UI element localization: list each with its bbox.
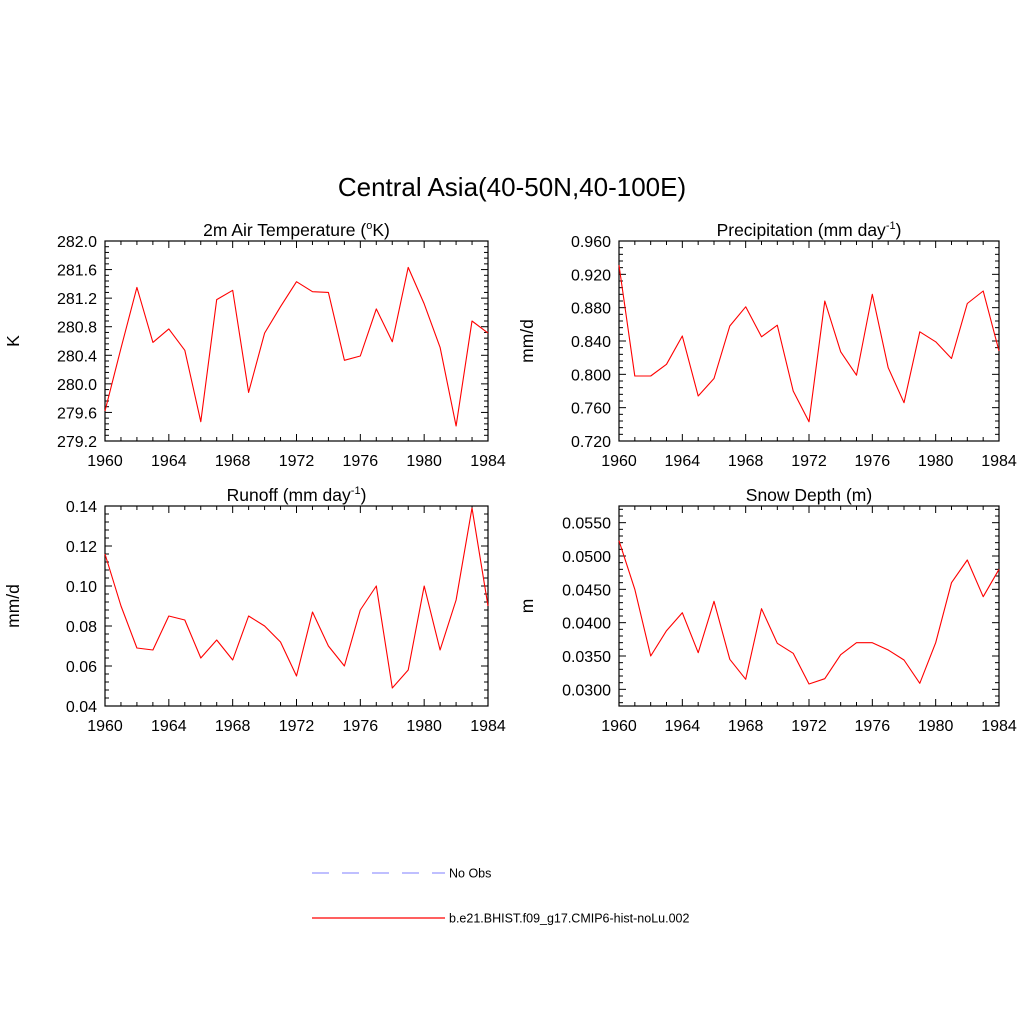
x-tick-label: 1976 — [855, 718, 891, 735]
x-tick-label: 1968 — [728, 453, 764, 470]
series-line — [618, 540, 1000, 685]
y-tick-label: 0.14 — [66, 499, 97, 516]
series-line — [104, 507, 489, 689]
x-tick-label: 1980 — [406, 453, 442, 470]
plot-frame — [618, 505, 1000, 707]
y-tick-label: 0.0500 — [562, 549, 611, 566]
figure-title: Central Asia(40-50N,40-100E) — [338, 172, 686, 202]
y-tick-label: 0.960 — [571, 234, 611, 251]
y-axis-label: K — [3, 335, 23, 347]
x-tick-label: 1972 — [791, 718, 827, 735]
x-tick-label: 1984 — [981, 453, 1017, 470]
plot-frame — [104, 240, 489, 442]
x-tick-label: 1964 — [151, 453, 187, 470]
panel-runoff: Runoff (mm day-1) mm/d 1960 1964 1968 1972 197… — [3, 485, 506, 735]
x-tick-label: 1984 — [470, 718, 506, 735]
y-tick-label: 281.2 — [57, 291, 97, 308]
x-tick-label: 1960 — [87, 453, 123, 470]
x-tick-label: 1972 — [279, 718, 315, 735]
y-tick-label: 0.08 — [66, 619, 97, 636]
y-tick-label: 281.6 — [57, 263, 97, 280]
legend: No Obs b.e21.BHIST.f09_g17.CMIP6-hist-no… — [312, 867, 689, 926]
y-tick-label: 280.8 — [57, 320, 97, 337]
y-tick-label: 0.10 — [66, 579, 97, 596]
y-tick-label: 280.4 — [57, 348, 97, 365]
y-tick-label: 0.800 — [571, 367, 611, 384]
y-tick-label: 0.0400 — [562, 616, 611, 633]
x-tick-label: 1960 — [601, 718, 637, 735]
y-tick-label: 280.0 — [57, 377, 97, 394]
panel-temperature: 2m Air Temperature (oK) K 1960 1964 1968 1972… — [3, 220, 506, 470]
y-tick-label: 0.04 — [66, 699, 97, 716]
x-tick-label: 1976 — [343, 453, 379, 470]
y-tick-label: 279.6 — [57, 405, 97, 422]
x-tick-label: 1980 — [406, 718, 442, 735]
y-tick-label: 0.0350 — [562, 649, 611, 666]
y-tick-label: 0.920 — [571, 267, 611, 284]
x-tick-label: 1960 — [601, 453, 637, 470]
x-tick-label: 1968 — [728, 718, 764, 735]
y-axis-label: mm/d — [3, 584, 23, 628]
y-tick-label: 0.840 — [571, 334, 611, 351]
y-tick-label: 0.0300 — [562, 682, 611, 699]
panel-title: Snow Depth (m) — [746, 485, 872, 505]
x-tick-label: 1976 — [343, 718, 379, 735]
x-tick-label: 1984 — [981, 718, 1017, 735]
series-line — [104, 266, 489, 427]
y-tick-label: 0.0450 — [562, 582, 611, 599]
series-line — [618, 265, 1000, 423]
x-tick-label: 1964 — [151, 718, 187, 735]
y-tick-label: 0.880 — [571, 301, 611, 318]
x-tick-label: 1972 — [791, 453, 827, 470]
x-tick-label: 1980 — [918, 453, 954, 470]
panel-title: Runoff (mm day-1) — [227, 485, 367, 505]
y-tick-label: 0.760 — [571, 401, 611, 418]
panel-title: Precipitation (mm day-1) — [717, 220, 902, 240]
plot-frame — [618, 240, 1000, 442]
panel-snow-depth: Snow Depth (m) m 1960 1964 1968 1972 1976 1980 1… — [517, 485, 1017, 735]
x-tick-label: 1972 — [279, 453, 315, 470]
x-tick-label: 1984 — [470, 453, 506, 470]
y-tick-label: 0.06 — [66, 659, 97, 676]
y-axis-label: m — [517, 599, 537, 614]
legend-label-no-obs: No Obs — [449, 867, 491, 881]
x-tick-label: 1968 — [215, 718, 251, 735]
x-tick-label: 1964 — [665, 718, 701, 735]
legend-label-model-run: b.e21.BHIST.f09_g17.CMIP6-hist-noLu.002 — [449, 912, 689, 926]
y-axis-label: mm/d — [517, 319, 537, 363]
x-tick-label: 1976 — [855, 453, 891, 470]
x-tick-label: 1964 — [665, 453, 701, 470]
x-tick-label: 1968 — [215, 453, 251, 470]
y-tick-label: 0.720 — [571, 434, 611, 451]
y-tick-label: 282.0 — [57, 234, 97, 251]
y-tick-label: 279.2 — [57, 434, 97, 451]
panel-title: 2m Air Temperature (oK) — [203, 220, 390, 240]
panel-precipitation: Precipitation (mm day-1) mm/d 1960 1964 1968… — [517, 220, 1017, 470]
x-tick-label: 1980 — [918, 718, 954, 735]
y-tick-label: 0.12 — [66, 539, 97, 556]
y-tick-label: 0.0550 — [562, 516, 611, 533]
x-tick-label: 1960 — [87, 718, 123, 735]
